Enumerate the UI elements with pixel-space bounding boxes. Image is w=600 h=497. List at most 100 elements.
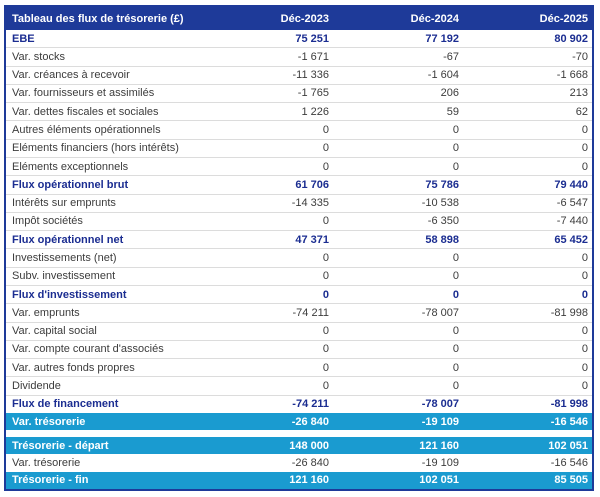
value-cell: 58 898 (425, 233, 459, 246)
value-cell: -16 546 (550, 415, 588, 428)
row-label: Var. capital social (12, 325, 97, 338)
value-cell: 62 (575, 105, 588, 118)
value-cell: -1 671 (297, 50, 329, 63)
value-cell: 59 (446, 105, 459, 118)
value-cell: -6 547 (556, 197, 588, 210)
value-cell: -11 336 (292, 69, 330, 82)
table-row: Flux de financement -74 211 -78 007 -81 998 (6, 394, 592, 413)
table-row: Trésorerie - fin 121 160 102 051 85 505 (6, 471, 592, 489)
table-row: Flux d'investissement 0 0 0 (6, 284, 592, 304)
value-cell: -67 (443, 50, 459, 63)
value-cell: 0 (452, 124, 459, 137)
value-cell: 85 505 (554, 474, 588, 487)
value-cell: 0 (322, 343, 329, 356)
value-cell: 77 192 (425, 32, 459, 45)
value-cell: -19 109 (421, 457, 459, 470)
value-cell: 0 (581, 288, 588, 301)
table-row: Impôt sociétés 0 -6 350 -7 440 (6, 211, 592, 231)
value-cell: 0 (322, 215, 329, 228)
table-row: Eléments financiers (hors intérêts) 0 0 0 (6, 138, 592, 157)
cash-flow-table: Tableau des flux de trésorerie (£) Déc-2… (4, 5, 594, 491)
value-cell: 206 (440, 87, 459, 100)
value-cell: -16 546 (550, 457, 588, 470)
table-row: Flux opérationnel brut 61 706 75 786 79 440 (6, 175, 592, 194)
row-label: Subv. investissement (12, 270, 116, 283)
value-cell: 47 371 (295, 233, 329, 246)
table-row: Var. stocks -1 671 -67 -70 (6, 47, 592, 66)
value-cell: 0 (452, 160, 459, 173)
row-label: Dividende (12, 379, 61, 392)
row-label: Var. emprunts (12, 306, 80, 319)
row-label: Autres éléments opérationnels (12, 124, 161, 137)
row-label: Investissements (net) (12, 252, 117, 265)
column-header-dec-2024: Déc-2024 (410, 12, 459, 25)
value-cell: 0 (452, 142, 459, 155)
value-cell: -74 211 (292, 398, 329, 411)
value-cell: 0 (322, 361, 329, 374)
value-cell: 80 902 (554, 32, 588, 45)
row-label: Var. compte courant d'associés (12, 343, 164, 356)
value-cell: -6 350 (427, 215, 459, 228)
table-row: Var. créances à recevoir -11 336 -1 604 -1 … (6, 65, 592, 84)
value-cell: -1 604 (427, 69, 459, 82)
value-cell: 0 (322, 288, 329, 301)
value-cell: 121 160 (419, 439, 459, 452)
value-cell: -26 840 (291, 415, 329, 428)
value-cell: 75 786 (425, 178, 459, 191)
value-cell: -74 211 (292, 306, 330, 319)
value-cell: 213 (569, 87, 588, 100)
value-cell: 0 (581, 252, 588, 265)
table-row: Var. compte courant d'associés 0 0 0 (6, 339, 592, 359)
value-cell: 61 706 (295, 178, 329, 191)
row-label: Var. stocks (12, 50, 65, 63)
table-row: Eléments exceptionnels 0 0 0 (6, 156, 592, 176)
table-title: Tableau des flux de trésorerie (£) (12, 12, 184, 25)
value-cell: 0 (581, 142, 588, 155)
table-row: EBE 75 251 77 192 80 902 (6, 30, 592, 48)
value-cell: 121 160 (289, 474, 329, 487)
value-cell: 0 (452, 379, 459, 392)
value-cell: -81 998 (550, 306, 588, 319)
table-row: Autres éléments opérationnels 0 0 0 (6, 120, 592, 139)
value-cell: -1 668 (556, 69, 588, 82)
value-cell: 0 (581, 379, 588, 392)
row-label: Var. autres fonds propres (12, 361, 135, 374)
row-label: Flux d'investissement (12, 288, 127, 301)
table-row: Dividende 0 0 0 (6, 376, 592, 395)
column-header-dec-2025: Déc-2025 (539, 12, 588, 25)
value-cell: 0 (581, 124, 588, 137)
value-cell: 102 051 (548, 439, 588, 452)
row-label: Impôt sociétés (12, 215, 83, 228)
table-row: Var. trésorerie -26 840 -19 109 -16 546 (6, 412, 592, 431)
row-label: Flux opérationnel net (12, 233, 124, 246)
table-row: Investissements (net) 0 0 0 (6, 248, 592, 267)
value-cell: 0 (452, 361, 459, 374)
value-cell: -7 440 (556, 215, 588, 228)
value-cell: 0 (322, 142, 329, 155)
row-label: Trésorerie - départ (12, 439, 109, 452)
column-header-dec-2023: Déc-2023 (280, 12, 329, 25)
value-cell: 0 (322, 124, 329, 137)
table-row: Var. emprunts -74 211 -78 007 -81 998 (6, 303, 592, 322)
value-cell: 0 (322, 379, 329, 392)
value-cell: 0 (581, 160, 588, 173)
row-label: Eléments financiers (hors intérêts) (12, 142, 179, 155)
row-label: Var. créances à recevoir (12, 69, 130, 82)
table-row: Flux opérationnel net 47 371 58 898 65 452 (6, 230, 592, 249)
table-row: Var. trésorerie -26 840 -19 109 -16 546 (6, 454, 592, 472)
table-header: Tableau des flux de trésorerie (£) Déc-2… (6, 7, 592, 30)
table-row: Var. fournisseurs et assimilés -1 765 206 2… (6, 83, 592, 103)
value-cell: -81 998 (550, 398, 588, 411)
value-cell: -78 007 (421, 398, 459, 411)
row-label: Flux opérationnel brut (12, 178, 129, 191)
table-row: Trésorerie - départ 148 000 121 160 102 051 (6, 437, 592, 455)
row-label: Var. dettes fiscales et sociales (12, 105, 159, 118)
value-cell: 75 251 (295, 32, 329, 45)
value-cell: -26 840 (291, 457, 329, 470)
table-row: Var. dettes fiscales et sociales 1 226 59 6… (6, 102, 592, 121)
value-cell: 79 440 (554, 178, 588, 191)
value-cell: -10 538 (421, 197, 459, 210)
table-row: Intérêts sur emprunts -14 335 -10 538 -6 54… (6, 193, 592, 212)
row-label: Eléments exceptionnels (12, 160, 129, 173)
value-cell: 0 (581, 325, 588, 338)
